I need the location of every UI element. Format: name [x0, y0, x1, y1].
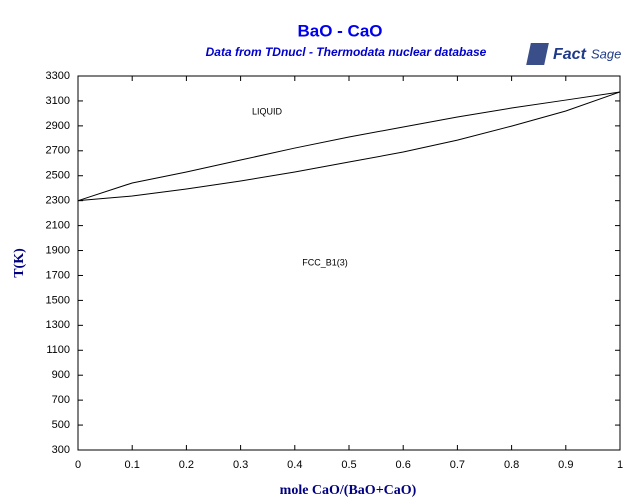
x-tick-label: 0.9 [558, 459, 573, 471]
plot-frame [77, 75, 621, 451]
y-tick-label: 1900 [46, 244, 70, 256]
y-tick-label: 1500 [46, 294, 70, 306]
annotation: FCC_B1(3) [302, 257, 348, 267]
x-tick-label: 1 [617, 459, 623, 471]
chart-title: BaO - CaO [297, 21, 382, 40]
x-tick-label: 0 [75, 459, 81, 471]
chart-subtitle: Data from TDnucl - Thermodata nuclear da… [206, 45, 487, 59]
y-tick-label: 700 [52, 394, 70, 406]
y-tick-label: 2900 [46, 120, 70, 132]
x-axis-label: mole CaO/(BaO+CaO) [280, 483, 417, 498]
x-tick-label: 0.2 [179, 459, 194, 471]
y-tick-label: 3300 [46, 70, 70, 82]
phase-boundary [77, 91, 621, 202]
y-tick-label: 2700 [46, 145, 70, 157]
x-tick-label: 0.6 [396, 459, 411, 471]
y-tick-label: 500 [52, 419, 70, 431]
logo-mark [526, 43, 549, 65]
x-tick-label: 0.1 [125, 459, 140, 471]
y-tick-label: 1100 [46, 344, 70, 356]
y-tick-label: 2500 [46, 170, 70, 182]
y-tick-label: 2100 [46, 220, 70, 232]
x-tick-label: 0.4 [287, 459, 302, 471]
x-tick-label: 0.5 [341, 459, 356, 471]
logo-sub: Sage [591, 46, 621, 61]
y-tick-label: 300 [52, 444, 70, 456]
x-tick-label: 0.3 [233, 459, 248, 471]
annotation: LIQUID [252, 106, 283, 116]
y-tick-label: 900 [52, 369, 70, 381]
y-tick-label: 1700 [46, 269, 70, 281]
x-tick-label: 0.8 [504, 459, 519, 471]
y-tick-label: 3100 [46, 95, 70, 107]
y-axis-label: T(K) [12, 248, 27, 278]
y-tick-label: 2300 [46, 195, 70, 207]
logo: Fact Sage [526, 43, 621, 65]
x-tick-label: 0.7 [450, 459, 465, 471]
phase-boundary [77, 91, 621, 202]
y-tick-label: 1300 [46, 319, 70, 331]
logo-main: Fact [553, 46, 587, 63]
